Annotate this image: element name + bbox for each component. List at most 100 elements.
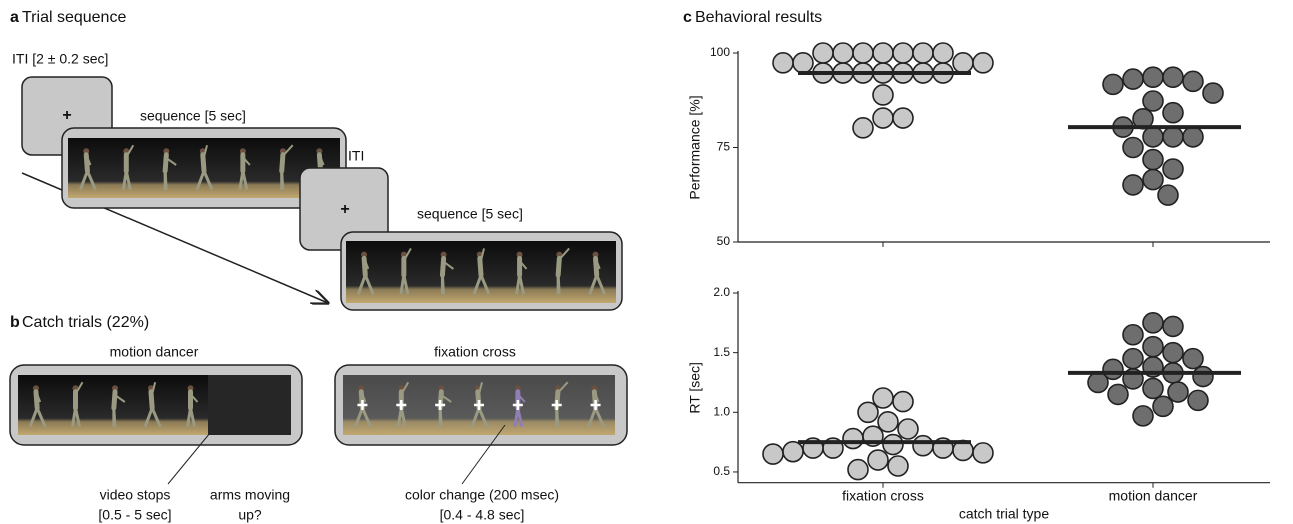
y-tick-label: 1.0 bbox=[713, 404, 730, 418]
dancer-leg bbox=[354, 407, 364, 428]
dancer-head bbox=[440, 251, 447, 258]
dancer-arm bbox=[242, 156, 251, 166]
data-point bbox=[1142, 126, 1164, 148]
data-point bbox=[972, 442, 994, 464]
data-point bbox=[887, 455, 909, 477]
data-point bbox=[1142, 335, 1164, 358]
dancer-head bbox=[358, 385, 365, 392]
dancer-body bbox=[33, 389, 40, 411]
data-point bbox=[1182, 70, 1204, 93]
data-point bbox=[1122, 174, 1144, 196]
data-point bbox=[1162, 101, 1184, 124]
dancer-head bbox=[591, 385, 598, 392]
data-point bbox=[1162, 315, 1184, 338]
dancer-body bbox=[148, 389, 155, 411]
dancer-arm bbox=[74, 381, 84, 395]
dancer-arm bbox=[361, 393, 367, 403]
y-tick-label: 2.0 bbox=[713, 285, 730, 299]
data-point bbox=[1122, 68, 1144, 90]
dancer-arm bbox=[557, 247, 570, 262]
data-point bbox=[1162, 66, 1184, 88]
data-point bbox=[872, 42, 894, 64]
data-point bbox=[1142, 148, 1164, 171]
dancer-leg bbox=[518, 274, 526, 295]
dancer-arm bbox=[402, 247, 412, 262]
data-point bbox=[867, 449, 889, 471]
data-point bbox=[772, 52, 794, 74]
dancer-arm bbox=[86, 156, 92, 166]
data-point bbox=[762, 443, 784, 465]
dancer-arm bbox=[400, 381, 410, 395]
data-point bbox=[1162, 158, 1184, 180]
dancer-body bbox=[83, 152, 90, 174]
dancer-leg bbox=[195, 170, 206, 191]
data-point bbox=[872, 84, 894, 106]
dancer-leg bbox=[472, 274, 483, 295]
note: [0.4 - 4.8 sec] bbox=[440, 507, 525, 523]
dancer-arm bbox=[517, 393, 526, 403]
dancer-body bbox=[361, 255, 368, 278]
y-axis-label: Performance [%] bbox=[687, 95, 703, 199]
data-point bbox=[1167, 381, 1189, 403]
data-point bbox=[1192, 365, 1214, 388]
dancer-head bbox=[239, 148, 246, 155]
data-point bbox=[1182, 347, 1204, 370]
dancer-arm bbox=[478, 381, 483, 395]
data-point bbox=[1142, 377, 1164, 400]
data-point bbox=[1202, 82, 1224, 104]
dancer-head bbox=[187, 385, 194, 392]
data-point bbox=[1107, 383, 1129, 406]
dancer-leg bbox=[361, 407, 372, 428]
pointer bbox=[461, 424, 506, 485]
data-point bbox=[1162, 126, 1184, 148]
dancer-arm bbox=[439, 393, 452, 403]
dancer-head bbox=[556, 251, 563, 258]
dancer-leg bbox=[595, 274, 607, 295]
data-point bbox=[1132, 405, 1154, 427]
pointer bbox=[167, 432, 211, 485]
panel-letter: b bbox=[10, 314, 20, 331]
dancer-head bbox=[554, 385, 561, 392]
panel-letter: a bbox=[10, 9, 19, 26]
stopped-video bbox=[208, 375, 291, 435]
dancer-leg bbox=[189, 407, 196, 427]
dancer-arm bbox=[125, 144, 135, 158]
x-tick-label: fixation cross bbox=[842, 487, 924, 503]
data-point bbox=[1087, 371, 1109, 394]
dancer-head bbox=[83, 148, 90, 155]
sequence-label: sequence [5 sec] bbox=[417, 206, 523, 222]
dancer-leg bbox=[86, 170, 97, 191]
data-point bbox=[872, 387, 894, 409]
dancer-head bbox=[438, 385, 445, 392]
dancer-leg bbox=[74, 407, 81, 427]
dancer-head bbox=[32, 385, 39, 392]
dancer-leg bbox=[470, 407, 481, 428]
dancer-leg bbox=[477, 407, 489, 428]
dancer-head bbox=[361, 251, 368, 258]
note: video stops bbox=[100, 487, 171, 503]
dancer-arm bbox=[189, 393, 199, 403]
dancer-leg bbox=[241, 170, 249, 190]
data-point bbox=[972, 52, 994, 74]
x-axis-label: catch trial type bbox=[959, 505, 1049, 521]
data-point bbox=[832, 42, 854, 64]
note: arms moving bbox=[210, 487, 290, 503]
dancer-body bbox=[200, 152, 207, 174]
dancer-arm bbox=[113, 393, 126, 403]
panel-title: Catch trials (22%) bbox=[22, 314, 149, 331]
dancer-leg bbox=[587, 407, 597, 428]
dancer-arm bbox=[594, 393, 600, 403]
dancer-head bbox=[316, 148, 323, 155]
y-tick-label: 100 bbox=[710, 45, 730, 59]
data-point bbox=[882, 433, 904, 456]
data-point bbox=[847, 458, 869, 481]
dancer-arm bbox=[555, 381, 569, 395]
data-point bbox=[792, 52, 814, 74]
iti-label: ITI [2 ± 0.2 sec] bbox=[12, 51, 108, 67]
data-point bbox=[1157, 184, 1179, 206]
dancer-leg bbox=[124, 170, 132, 190]
data-point bbox=[1162, 341, 1184, 364]
dancer-leg bbox=[399, 407, 407, 427]
data-point bbox=[897, 418, 919, 440]
note: color change (200 msec) bbox=[405, 487, 559, 503]
